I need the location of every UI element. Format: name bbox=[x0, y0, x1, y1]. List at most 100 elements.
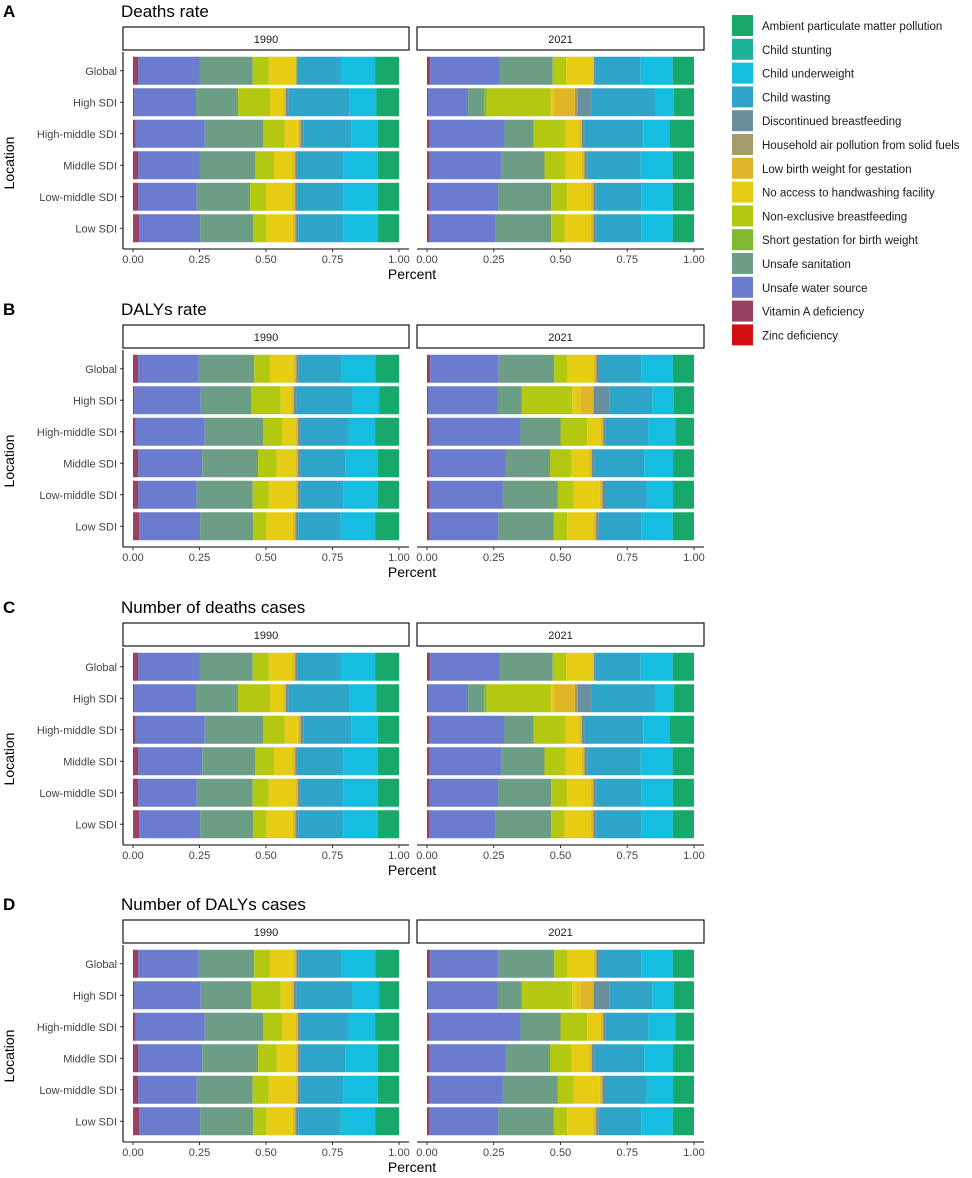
x-tick-label: 0.25 bbox=[483, 1147, 504, 1159]
bar-segment-child-wasting bbox=[298, 354, 342, 383]
bar-segment-vitamin-a-deficiency bbox=[427, 56, 431, 85]
bar-global bbox=[133, 354, 399, 383]
facet-label: 1990 bbox=[254, 630, 278, 642]
bar-segment-zinc-deficiency bbox=[133, 1012, 134, 1041]
y-axis-title: Location bbox=[1, 1030, 17, 1083]
bar-segment-no-access-to-handwashing-facility bbox=[567, 778, 591, 807]
bar-segment-vitamin-a-deficiency bbox=[427, 949, 431, 978]
bar-segment-non-exclusive-breastfeeding bbox=[252, 480, 269, 509]
bar-segment-unsafe-sanitation bbox=[468, 88, 485, 117]
bar-segment-low-birth-weight-for-gestation bbox=[292, 652, 296, 681]
bar-segment-ambient-particulate-matter-pollution bbox=[377, 778, 399, 807]
bar-segment-child-wasting bbox=[298, 512, 341, 541]
bar-segment-low-birth-weight-for-gestation bbox=[295, 417, 298, 446]
bar-segment-discontinued-breastfeeding bbox=[295, 810, 299, 839]
bar-segment-ambient-particulate-matter-pollution bbox=[375, 512, 399, 541]
bar-segment-unsafe-sanitation bbox=[204, 417, 264, 446]
bar-segment-vitamin-a-deficiency bbox=[133, 810, 140, 839]
bar-segment-vitamin-a-deficiency bbox=[427, 981, 429, 1010]
bar-segment-zinc-deficiency bbox=[133, 949, 134, 978]
bar-segment-no-access-to-handwashing-facility bbox=[564, 214, 591, 243]
bar-segment-vitamin-a-deficiency bbox=[427, 151, 430, 180]
bar-segment-ambient-particulate-matter-pollution bbox=[673, 1075, 694, 1104]
bar-segment-discontinued-breastfeeding bbox=[297, 1075, 301, 1104]
category-label: High SDI bbox=[73, 990, 117, 1002]
bar-segment-child-underweight bbox=[641, 949, 673, 978]
bar-segment-unsafe-water-source bbox=[429, 715, 505, 744]
bar-segment-unsafe-sanitation bbox=[498, 949, 555, 978]
y-axis-title: Location bbox=[1, 435, 17, 488]
bar-low-sdi bbox=[427, 1107, 694, 1136]
bar-segment-child-wasting bbox=[298, 949, 342, 978]
legend-item-child-wasting: Child wasting bbox=[732, 86, 830, 108]
x-tick-label: 0.75 bbox=[322, 254, 343, 266]
legend-swatch bbox=[732, 134, 753, 155]
bar-segment-low-birth-weight-for-gestation bbox=[589, 1044, 592, 1073]
bar-segment-unsafe-sanitation bbox=[200, 386, 252, 415]
bar-segment-non-exclusive-breastfeeding bbox=[255, 747, 274, 776]
facet-strip bbox=[416, 919, 705, 944]
bar-segment-no-access-to-handwashing-facility bbox=[567, 354, 594, 383]
x-tick-label: 0.75 bbox=[322, 850, 343, 862]
bar-segment-unsafe-water-source bbox=[138, 182, 197, 211]
bar-low-sdi bbox=[427, 810, 694, 839]
bar-segment-zinc-deficiency bbox=[133, 747, 134, 776]
x-tick-label: 0.50 bbox=[255, 254, 276, 266]
bar-segment-unsafe-sanitation bbox=[498, 1107, 554, 1136]
bar-segment-discontinued-breastfeeding bbox=[581, 119, 585, 148]
bar-segment-low-birth-weight-for-gestation bbox=[580, 386, 594, 415]
x-tick-label: 0.25 bbox=[189, 1147, 210, 1159]
bar-segment-low-birth-weight-for-gestation bbox=[292, 810, 296, 839]
bar-segment-ambient-particulate-matter-pollution bbox=[673, 684, 694, 713]
bar-segment-low-birth-weight-for-gestation bbox=[297, 119, 301, 148]
category-label: Global bbox=[85, 66, 117, 78]
bar-segment-unsafe-water-source bbox=[429, 214, 496, 243]
bar-segment-non-exclusive-breastfeeding bbox=[238, 684, 270, 713]
category-label: Low SDI bbox=[75, 819, 117, 831]
bar-segment-no-access-to-handwashing-facility bbox=[268, 480, 296, 509]
bar-segment-no-access-to-handwashing-facility bbox=[570, 1044, 590, 1073]
bar-segment-child-wasting bbox=[590, 684, 656, 713]
bar-segment-child-wasting bbox=[584, 119, 644, 148]
bar-segment-unsafe-water-source bbox=[138, 151, 200, 180]
bar-segment-child-underweight bbox=[641, 354, 673, 383]
bar-segment-zinc-deficiency bbox=[427, 1075, 428, 1104]
legend-item-ambient-particulate-matter-pollution: Ambient particulate matter pollution bbox=[732, 15, 942, 36]
bar-segment-child-underweight bbox=[341, 354, 376, 383]
bar-segment-ambient-particulate-matter-pollution bbox=[377, 214, 399, 243]
bar-segment-low-birth-weight-for-gestation bbox=[593, 354, 597, 383]
category-label: High-middle SDI bbox=[37, 129, 117, 141]
bar-segment-discontinued-breastfeeding bbox=[295, 1107, 299, 1136]
x-tick-label: 0.50 bbox=[255, 1147, 276, 1159]
bar-high-middle-sdi bbox=[427, 715, 694, 744]
bar-segment-no-access-to-handwashing-facility bbox=[550, 684, 554, 713]
bar-segment-child-underweight bbox=[348, 417, 376, 446]
bar-segment-child-underweight bbox=[646, 1075, 674, 1104]
bar-segment-unsafe-water-source bbox=[429, 512, 499, 541]
bar-segment-ambient-particulate-matter-pollution bbox=[672, 56, 694, 85]
bar-segment-ambient-particulate-matter-pollution bbox=[672, 151, 694, 180]
bar-low-middle-sdi bbox=[427, 778, 694, 807]
bar-segment-zinc-deficiency bbox=[133, 119, 134, 148]
bar-segment-unsafe-water-source bbox=[429, 182, 499, 211]
bar-segment-discontinued-breastfeeding bbox=[596, 512, 599, 541]
bar-segment-discontinued-breastfeeding bbox=[594, 56, 596, 85]
bar-segment-vitamin-a-deficiency bbox=[427, 810, 430, 839]
facet-label: 1990 bbox=[254, 927, 278, 939]
legend-label: Child stunting bbox=[762, 45, 832, 57]
x-tick-label: 0.25 bbox=[189, 552, 210, 564]
bar-segment-unsafe-sanitation bbox=[200, 214, 254, 243]
bar-segment-non-exclusive-breastfeeding bbox=[252, 56, 269, 85]
bar-segment-child-underweight bbox=[352, 981, 380, 1010]
bar-segment-zinc-deficiency bbox=[427, 182, 428, 211]
bar-segment-no-access-to-handwashing-facility bbox=[268, 56, 296, 85]
bar-segment-no-access-to-handwashing-facility bbox=[567, 182, 591, 211]
category-label: High-middle SDI bbox=[37, 1022, 117, 1034]
bar-segment-vitamin-a-deficiency bbox=[427, 417, 430, 446]
bar-segment-non-exclusive-breastfeeding bbox=[551, 214, 565, 243]
bar-segment-unsafe-sanitation bbox=[199, 56, 253, 85]
bar-segment-unsafe-sanitation bbox=[196, 182, 251, 211]
bar-segment-unsafe-sanitation bbox=[195, 88, 239, 117]
bar-segment-vitamin-a-deficiency bbox=[133, 715, 136, 744]
bar-segment-vitamin-a-deficiency bbox=[427, 652, 431, 681]
